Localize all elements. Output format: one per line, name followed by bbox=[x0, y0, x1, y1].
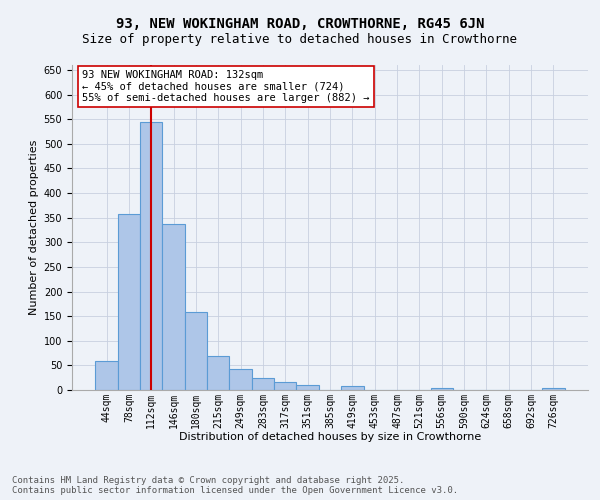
Y-axis label: Number of detached properties: Number of detached properties bbox=[29, 140, 40, 315]
Bar bbox=[229, 370, 252, 390]
Bar bbox=[296, 385, 319, 390]
Bar bbox=[274, 382, 296, 390]
Bar bbox=[431, 388, 453, 390]
Bar bbox=[252, 378, 274, 390]
Bar bbox=[185, 312, 207, 390]
X-axis label: Distribution of detached houses by size in Crowthorne: Distribution of detached houses by size … bbox=[179, 432, 481, 442]
Text: Size of property relative to detached houses in Crowthorne: Size of property relative to detached ho… bbox=[83, 32, 517, 46]
Bar bbox=[140, 122, 163, 390]
Text: Contains HM Land Registry data © Crown copyright and database right 2025.
Contai: Contains HM Land Registry data © Crown c… bbox=[12, 476, 458, 495]
Text: 93, NEW WOKINGHAM ROAD, CROWTHORNE, RG45 6JN: 93, NEW WOKINGHAM ROAD, CROWTHORNE, RG45… bbox=[116, 18, 484, 32]
Bar bbox=[95, 362, 118, 390]
Bar bbox=[542, 388, 565, 390]
Bar bbox=[118, 214, 140, 390]
Bar bbox=[341, 386, 364, 390]
Bar bbox=[207, 356, 229, 390]
Text: 93 NEW WOKINGHAM ROAD: 132sqm
← 45% of detached houses are smaller (724)
55% of : 93 NEW WOKINGHAM ROAD: 132sqm ← 45% of d… bbox=[82, 70, 370, 103]
Bar bbox=[163, 224, 185, 390]
